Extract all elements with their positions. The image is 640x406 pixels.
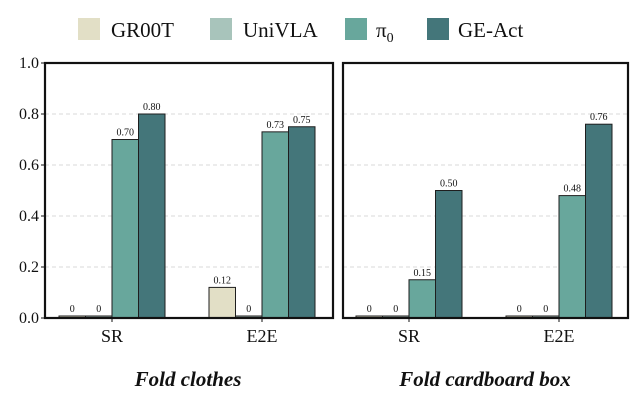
plot-frame <box>43 61 335 320</box>
legend-item-ge-act: GE-Act <box>427 18 523 42</box>
data-label-ge-act-sr: 0.50 <box>440 179 458 190</box>
legend-swatch-ge-act <box>427 18 449 40</box>
panel-title-fold-cardboard-box: Fold cardboard box <box>398 367 571 391</box>
data-label-univla-e2e: 0 <box>543 304 548 315</box>
data-label-univla-sr: 0 <box>393 304 398 315</box>
data-label-pi0-e2e: 0.48 <box>564 184 582 195</box>
y-tick-label: 0.4 <box>19 208 39 225</box>
data-label-ge-act-e2e: 0.75 <box>293 115 311 126</box>
legend-swatch-univla <box>210 18 232 40</box>
data-label-gr00t-e2e: 0.12 <box>214 275 232 286</box>
data-label-gr00t-e2e: 0 <box>517 304 522 315</box>
data-label-gr00t-sr: 0 <box>70 304 75 315</box>
y-tick-label: 1.0 <box>19 55 39 72</box>
plot-frame <box>341 61 630 320</box>
y-tick-label: 0.8 <box>19 106 39 123</box>
y-tick-label: 0.2 <box>19 259 39 276</box>
bar-ge-act-sr <box>138 113 166 319</box>
data-label-ge-act-e2e: 0.76 <box>590 112 608 123</box>
legend-item-gr00t: GR00T <box>78 18 174 42</box>
bar-ge-act-e2e <box>585 123 613 319</box>
legend-item-univla: UniVLA <box>210 18 318 42</box>
bar-pi0-e2e <box>558 195 586 319</box>
panel-title-fold-clothes: Fold clothes <box>134 367 242 391</box>
data-label-ge-act-sr: 0.80 <box>143 102 161 113</box>
data-label-gr00t-sr: 0 <box>367 304 372 315</box>
x-tick-label-e2e: E2E <box>544 326 575 346</box>
legend-label-pi0: π0 <box>376 18 394 46</box>
data-label-pi0-e2e: 0.73 <box>267 120 285 131</box>
data-label-univla-e2e: 0 <box>246 304 251 315</box>
legend: GR00T UniVLA π0 GE-Act <box>78 18 523 46</box>
x-tick-label-sr: SR <box>101 326 123 346</box>
panel-fold-clothes: 0.0 0.2 0.4 0.6 0.8 1.0 0 0 0.70 0.80 SR 0.12 0 0.73 0… <box>19 55 335 346</box>
y-tick-label: 0.6 <box>19 157 39 174</box>
x-tick-label-e2e: E2E <box>247 326 278 346</box>
bar-pi0-sr <box>408 279 436 319</box>
data-label-pi0-sr: 0.70 <box>117 128 135 139</box>
data-label-pi0-sr: 0.15 <box>414 268 432 279</box>
bar-pi0-sr <box>111 139 139 319</box>
legend-swatch-gr00t <box>78 18 100 40</box>
legend-label-ge-act: GE-Act <box>458 18 523 42</box>
legend-label-gr00t: GR00T <box>111 18 174 42</box>
data-label-univla-sr: 0 <box>96 304 101 315</box>
x-tick-label-sr: SR <box>398 326 420 346</box>
legend-swatch-pi0 <box>345 18 367 40</box>
bar-pi0-e2e <box>261 131 289 319</box>
y-tick-label: 0.0 <box>19 310 39 327</box>
bar-ge-act-sr <box>435 190 463 319</box>
legend-label-univla: UniVLA <box>243 18 318 42</box>
bar-ge-act-e2e <box>288 126 316 319</box>
legend-item-pi0: π0 <box>345 18 394 46</box>
bar-gr00t-e2e <box>208 286 236 319</box>
